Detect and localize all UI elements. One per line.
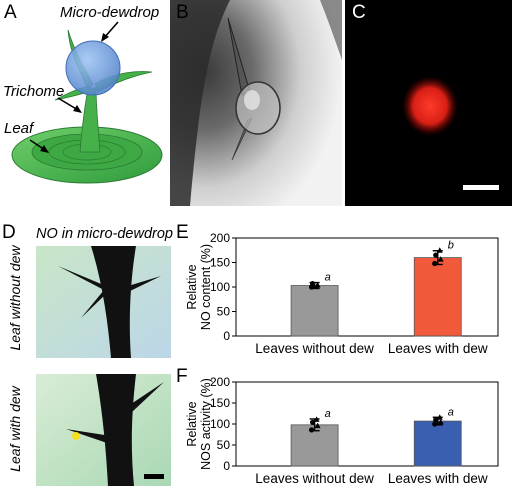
chart-e-data-point: [313, 283, 320, 290]
label-leaf-without-dew: Leaf without dew: [7, 245, 23, 351]
chart-f-ytick-label: 0: [223, 459, 230, 473]
chart-f-bar: [290, 424, 339, 467]
label-leaf-with-dew: Leaf with dew: [7, 386, 23, 472]
panel-b-label: B: [176, 2, 189, 23]
chart-e-category-label: Leaves with dew: [388, 341, 488, 356]
chart-e-data-point: [310, 280, 316, 287]
chart-e-data-point: [436, 247, 443, 253]
chart-e-bar: [413, 257, 462, 337]
chart-e-category-label: Leaves without dew: [255, 341, 374, 356]
chart-f-data-point: [437, 418, 444, 425]
chart-e-ytick-label: 100: [210, 280, 230, 294]
fluorescence-micrograph: [345, 0, 512, 206]
chart-e-ylabel: NO content (%): [199, 244, 213, 330]
chart-e-data-point: [433, 252, 439, 258]
brightfield-micrograph: [170, 0, 342, 206]
panel-d-title: NO in micro-dewdrop: [36, 226, 173, 242]
chart-e-bar: [290, 285, 339, 337]
chart-f-ytick-label: 100: [210, 417, 230, 431]
chart-e-ytick-label: 0: [223, 329, 230, 343]
annotation-trichome: Trichome: [3, 83, 65, 100]
chart-f-category-label: Leaves with dew: [388, 471, 488, 486]
chart-e-significance: a: [325, 272, 331, 284]
annotation-leaf: Leaf: [4, 120, 34, 137]
annotation-micro-dewdrop: Micro-dewdrop: [60, 4, 160, 21]
scale-bar: [463, 185, 499, 190]
chart-f-ytick-label: 50: [217, 438, 231, 452]
chart-no-content: 0 50 100 150 200 Relative NO content (%) a Leave…: [185, 231, 499, 356]
leaf-without-dew-image: [36, 246, 171, 358]
chart-f-data-point: [310, 419, 316, 425]
leaf-with-dew-image: [36, 374, 171, 486]
chart-f-ytick-label: 150: [210, 396, 230, 410]
chart-e-data-point: [432, 260, 438, 267]
chart-f-bar: [413, 420, 462, 467]
chart-e-ytick-label: 150: [210, 256, 230, 270]
chart-f-ylabel: NOS activity (%): [199, 378, 213, 470]
chart-e-data-point: [437, 256, 444, 262]
panel-e-label: E: [176, 222, 189, 243]
chart-e-ytick-label: 200: [210, 231, 230, 245]
panel-c-label: C: [352, 2, 366, 23]
chart-e-significance: b: [448, 240, 454, 252]
chart-f-data-point: [432, 421, 438, 427]
chart-f-data-point: [433, 417, 439, 423]
panel-a-label: A: [4, 2, 17, 23]
chart-f-ytick-label: 200: [210, 375, 230, 389]
trichome-schematic: [11, 21, 163, 184]
chart-f-category-label: Leaves without dew: [255, 471, 374, 486]
chart-f-significance: a: [448, 406, 454, 418]
chart-e-ytick-label: 50: [217, 305, 231, 319]
scale-bar-d: [144, 474, 164, 479]
panel-f-label: F: [176, 366, 188, 387]
chart-f-data-point: [313, 416, 320, 422]
chart-f-data-point: [436, 414, 443, 420]
chart-f-data-point: [314, 422, 321, 429]
chart-f-data-point: [309, 427, 315, 433]
panel-d-label: D: [2, 222, 16, 243]
chart-f-ylabel: Relative: [185, 401, 199, 446]
chart-f-significance: a: [325, 408, 331, 420]
chart-nos-activity: 0 50 100 150 200 Relative NOS activity (%) a Lea…: [185, 375, 499, 486]
trichome-stalk: [79, 87, 101, 153]
chart-e-ylabel: Relative: [185, 264, 199, 309]
micro-dewdrop: [65, 40, 121, 96]
